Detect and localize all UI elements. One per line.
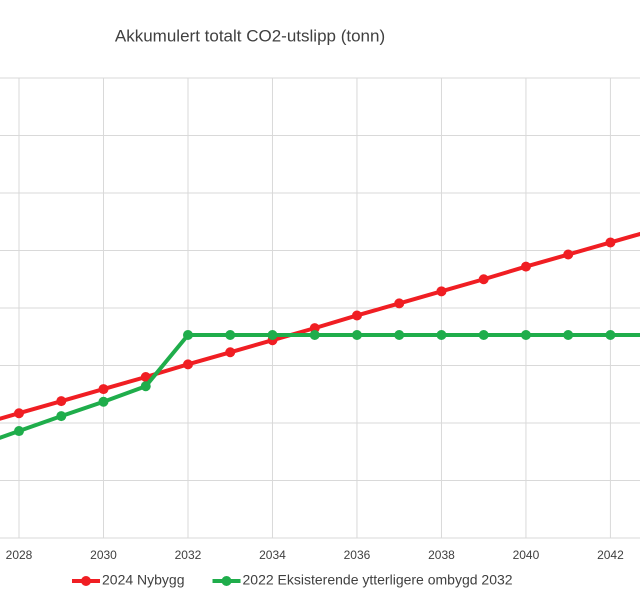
- legend-marker: [221, 576, 232, 586]
- x-tick-label: 2042: [597, 548, 624, 562]
- data-point: [351, 310, 362, 321]
- data-point: [394, 298, 405, 309]
- data-point: [267, 330, 278, 341]
- data-point: [56, 396, 67, 407]
- data-point: [436, 330, 447, 341]
- data-point: [478, 330, 489, 341]
- data-point: [394, 330, 405, 341]
- x-tick-label: 2034: [259, 548, 286, 562]
- data-point: [351, 330, 362, 341]
- data-point: [98, 396, 109, 407]
- data-point: [98, 384, 109, 395]
- data-point: [563, 330, 574, 341]
- data-point: [309, 323, 320, 334]
- data-point: [140, 381, 151, 392]
- data-point: [14, 426, 25, 437]
- data-point: [563, 249, 574, 260]
- data-point: [605, 237, 616, 248]
- x-tick-label: 2030: [90, 548, 117, 562]
- data-point: [520, 261, 531, 272]
- x-tick-label: 2040: [513, 548, 540, 562]
- x-tick-label: 2036: [344, 548, 371, 562]
- data-point: [225, 330, 236, 341]
- data-point: [478, 274, 489, 285]
- data-point: [520, 330, 531, 341]
- x-tick-label: 2032: [175, 548, 202, 562]
- data-point: [436, 286, 447, 297]
- x-tick-label: 2028: [6, 548, 33, 562]
- data-point: [56, 411, 67, 422]
- legend-marker: [81, 576, 91, 586]
- data-point: [309, 330, 320, 341]
- chart-title: Akkumulert totalt CO2-utslipp (tonn): [115, 26, 385, 45]
- x-tick-label: 2038: [428, 548, 455, 562]
- data-point: [14, 408, 25, 419]
- series-line: [0, 231, 640, 421]
- legend-label: 2024 Nybygg: [102, 572, 185, 588]
- data-point: [605, 330, 616, 341]
- data-point: [182, 359, 193, 370]
- legend-label: 2022 Eksisterende ytterligere ombygd 203…: [243, 572, 513, 588]
- data-point: [140, 372, 151, 382]
- data-point: [225, 347, 236, 358]
- data-point: [182, 330, 193, 341]
